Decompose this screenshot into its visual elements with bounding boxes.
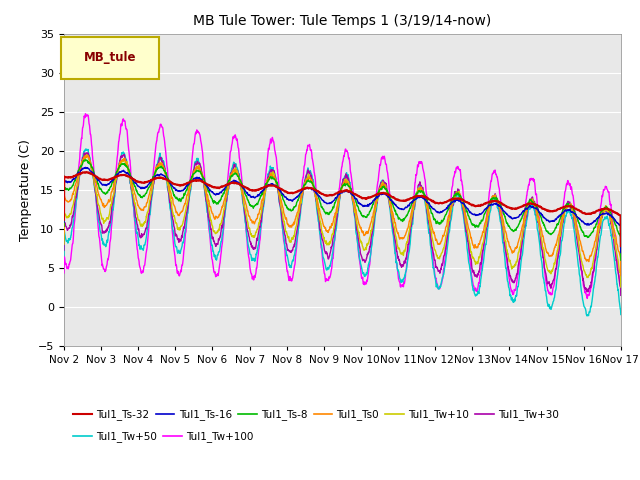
Title: MB Tule Tower: Tule Temps 1 (3/19/14-now): MB Tule Tower: Tule Temps 1 (3/19/14-now… xyxy=(193,14,492,28)
Y-axis label: Temperature (C): Temperature (C) xyxy=(19,139,33,240)
FancyBboxPatch shape xyxy=(61,37,159,79)
Legend: Tul1_Tw+50, Tul1_Tw+100: Tul1_Tw+50, Tul1_Tw+100 xyxy=(69,427,258,446)
Text: MB_tule: MB_tule xyxy=(83,51,136,64)
